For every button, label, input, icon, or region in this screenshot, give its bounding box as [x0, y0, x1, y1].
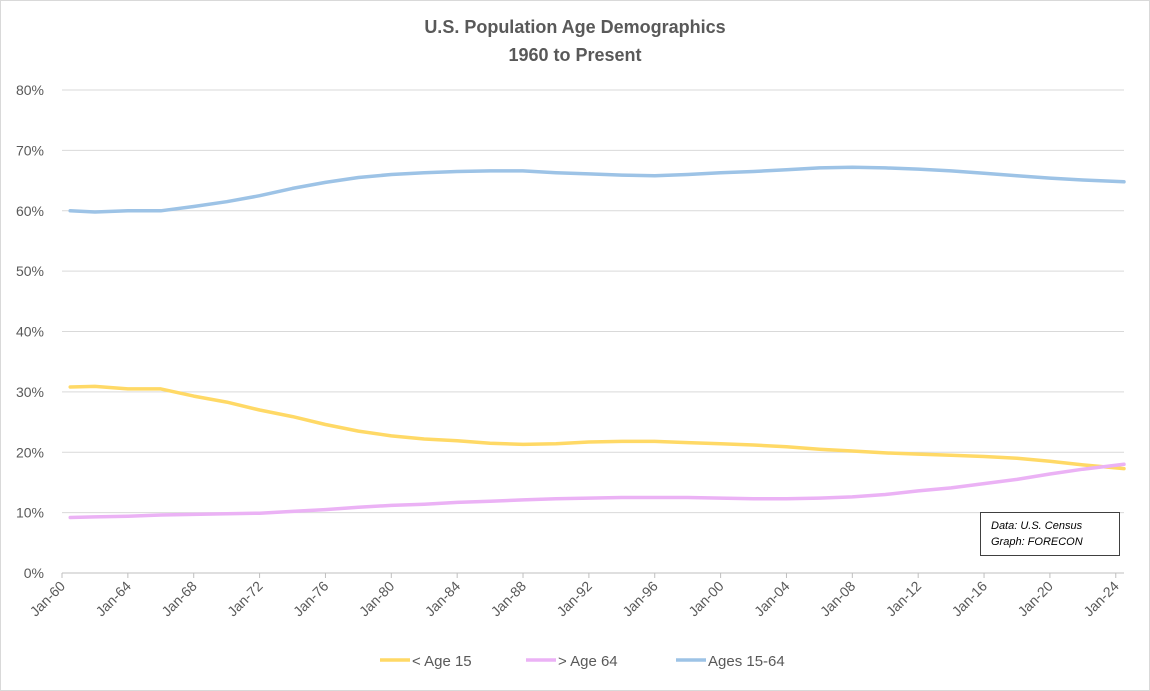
- x-tick-label: Jan-76: [290, 578, 332, 620]
- y-tick-label: 10%: [16, 505, 44, 521]
- x-tick-label: Jan-08: [817, 578, 859, 620]
- y-tick-label: 50%: [16, 263, 44, 279]
- x-tick-label: Jan-84: [422, 578, 464, 620]
- legend-label: Ages 15-64: [708, 653, 785, 670]
- legend-label: > Age 64: [558, 653, 618, 670]
- x-tick-label: Jan-12: [883, 578, 925, 620]
- x-tick-label: Jan-64: [92, 578, 134, 620]
- x-tick-label: Jan-72: [224, 578, 266, 620]
- y-tick-label: 70%: [16, 142, 44, 158]
- x-tick-label: Jan-68: [158, 578, 200, 620]
- y-tick-label: 80%: [16, 82, 44, 98]
- chart-title: U.S. Population Age Demographics: [424, 17, 726, 37]
- x-tick-label: Jan-96: [619, 578, 661, 620]
- y-axis-ticks: 0% 10% 20% 30% 40% 50% 60% 70% 80%: [16, 82, 44, 581]
- series-line-0: [68, 384, 1126, 471]
- series-line-2: [68, 165, 1126, 214]
- source-annotation-graph: Graph: FORECON: [991, 536, 1083, 548]
- source-annotation-data: Data: U.S. Census: [991, 520, 1083, 532]
- series-lines: [68, 165, 1126, 520]
- x-tick-label: Jan-00: [685, 578, 727, 620]
- x-tick-label: Jan-24: [1080, 578, 1122, 620]
- x-tick-label: Jan-80: [356, 578, 398, 620]
- legend: < Age 15 > Age 64 Ages 15-64: [380, 653, 785, 670]
- x-tick-label: Jan-88: [488, 578, 530, 620]
- y-tick-label: 40%: [16, 324, 44, 340]
- legend-label: < Age 15: [412, 653, 472, 670]
- series-line-1: [68, 462, 1126, 520]
- x-tick-label: Jan-92: [553, 578, 595, 620]
- y-tick-label: 30%: [16, 384, 44, 400]
- x-tick-label: Jan-20: [1014, 578, 1056, 620]
- x-tick-label: Jan-60: [27, 578, 69, 620]
- y-tick-label: 60%: [16, 203, 44, 219]
- y-tick-label: 20%: [16, 444, 44, 460]
- source-annotation: Data: U.S. Census Graph: FORECON: [980, 512, 1120, 556]
- x-tick-label: Jan-04: [751, 578, 793, 620]
- y-tick-label: 0%: [24, 565, 44, 581]
- chart-subtitle: 1960 to Present: [508, 45, 642, 65]
- x-axis-ticks: Jan-60 Jan-64 Jan-68 Jan-72 Jan-76 Jan-80 Jan-…: [27, 573, 1122, 620]
- x-tick-label: Jan-16: [949, 578, 991, 620]
- gridlines: [62, 89, 1124, 574]
